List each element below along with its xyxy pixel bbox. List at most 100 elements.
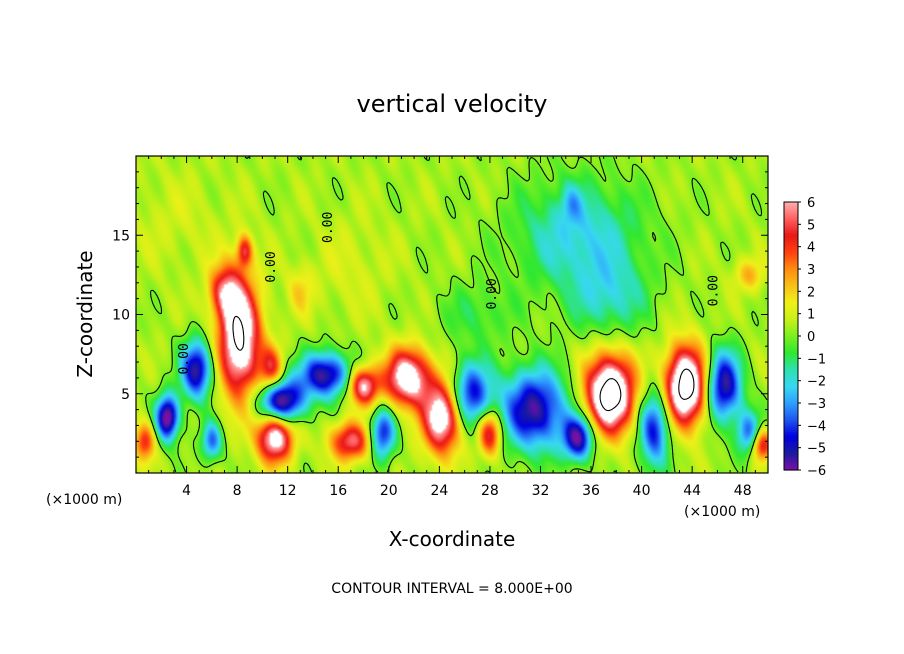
colorbar-segment <box>784 210 798 214</box>
colorbar-segment <box>784 329 798 333</box>
colorbar-segment <box>784 391 798 395</box>
colorbar-segment <box>784 405 798 409</box>
colorbar-tick-label: −1 <box>807 352 826 367</box>
contour-zero <box>145 156 768 473</box>
x-tick-label: 8 <box>233 483 242 499</box>
colorbar-segment <box>784 461 798 464</box>
colorbar-segment <box>784 344 798 348</box>
colorbar-segment <box>784 436 798 440</box>
x-tick-label: 40 <box>633 483 651 499</box>
colorbar-segment <box>784 295 798 299</box>
colorbar-segment <box>784 414 798 417</box>
colorbar-segment <box>784 255 798 259</box>
colorbar-segment <box>784 251 798 254</box>
colorbar-segment <box>784 302 798 306</box>
colorbar-tick-label: 2 <box>807 285 815 300</box>
colorbar-segment <box>784 219 798 223</box>
colorbar-segment <box>784 262 798 266</box>
colorbar-segment <box>784 204 798 208</box>
colorbar-segment <box>784 432 798 435</box>
x-tick-label: 48 <box>734 483 752 499</box>
colorbar-segment <box>784 333 798 337</box>
colorbar-segment <box>784 467 798 471</box>
y-tick-label: 15 <box>112 228 130 244</box>
x-unit-left: (×1000 m) <box>46 492 122 508</box>
colorbar-tick-label: 0 <box>807 330 815 345</box>
colorbar-segment <box>784 465 798 469</box>
x-tick-label: 44 <box>683 483 701 499</box>
colorbar-segment <box>784 282 798 286</box>
colorbar-segment <box>784 213 798 216</box>
colorbar-segment <box>784 228 798 232</box>
colorbar-segment <box>784 376 798 380</box>
colorbar-segment <box>784 398 798 402</box>
colorbar-segment <box>784 289 798 292</box>
x-tick-label: 24 <box>430 483 448 499</box>
colorbar-segment <box>784 447 798 451</box>
colorbar-tick-label: −2 <box>807 375 826 390</box>
colorbar-segment <box>784 280 798 283</box>
colorbar-segment <box>784 217 798 221</box>
colorbar-tick-label: −4 <box>807 419 826 434</box>
colorbar-segment <box>784 416 798 420</box>
colorbar-segment <box>784 340 798 344</box>
colorbar: 6 5 4 3 2 1 0 −1 −2 −3 −4 −5 −6 <box>783 196 826 479</box>
colorbar-segment <box>784 244 798 248</box>
colorbar-segment <box>784 427 798 431</box>
colorbar-segment <box>784 445 798 449</box>
colorbar-segment <box>784 237 798 241</box>
colorbar-segment <box>784 273 798 277</box>
x-tick-label: 36 <box>582 483 600 499</box>
colorbar-segment <box>784 347 798 350</box>
colorbar-segment <box>784 463 798 467</box>
colorbar-segment <box>784 253 798 257</box>
colorbar-segment <box>784 385 798 388</box>
colorbar-segment <box>784 313 798 317</box>
x-axis-ticks: 4 8 12 16 20 24 28 32 36 40 44 48 <box>148 156 756 499</box>
colorbar-tick-label: 6 <box>807 196 815 211</box>
heatmap-field <box>136 156 768 473</box>
colorbar-segment <box>784 411 798 415</box>
colorbar-segment <box>784 338 798 342</box>
colorbar-segment <box>784 358 798 362</box>
colorbar-segment <box>784 324 798 328</box>
contour-label: 0.00 <box>321 212 336 243</box>
colorbar-segment <box>784 202 798 205</box>
y-axis-label: Z-coordinate <box>73 250 97 377</box>
colorbar-segment <box>784 224 798 228</box>
colorbar-segment <box>784 449 798 453</box>
colorbar-segment <box>784 403 798 406</box>
colorbar-segment <box>784 438 798 442</box>
colorbar-segment <box>784 454 798 458</box>
colorbar-segment <box>784 443 798 447</box>
colorbar-segment <box>784 260 798 263</box>
colorbar-segment <box>784 360 798 364</box>
colorbar-segment <box>784 380 798 384</box>
colorbar-segment <box>784 311 798 315</box>
colorbar-segment <box>784 407 798 411</box>
colorbar-segment <box>784 387 798 391</box>
colorbar-segment <box>784 293 798 297</box>
colorbar-segment <box>784 373 798 377</box>
colorbar-segment <box>784 452 798 455</box>
colorbar-segment <box>784 304 798 308</box>
colorbar-segment <box>784 423 798 426</box>
colorbar-segment <box>784 298 798 301</box>
colorbar-segment <box>784 215 798 219</box>
colorbar-segment <box>784 222 798 225</box>
colorbar-segment <box>784 342 798 346</box>
colorbar-segment <box>784 266 798 270</box>
colorbar-segment <box>784 309 798 313</box>
colorbar-segment <box>784 242 798 246</box>
colorbar-segment <box>784 420 798 424</box>
plot-area: 0.00 0.00 0.00 0.00 0.00 <box>135 155 769 474</box>
colorbar-segment <box>784 362 798 366</box>
colorbar-segment <box>784 208 798 212</box>
colorbar-tick-label: 5 <box>807 218 815 233</box>
x-tick-label: 28 <box>481 483 499 499</box>
y-tick-label: 5 <box>121 387 130 403</box>
colorbar-segment <box>784 306 798 310</box>
colorbar-segment <box>784 291 798 295</box>
colorbar-segment <box>784 429 798 433</box>
colorbar-segment <box>784 206 798 210</box>
